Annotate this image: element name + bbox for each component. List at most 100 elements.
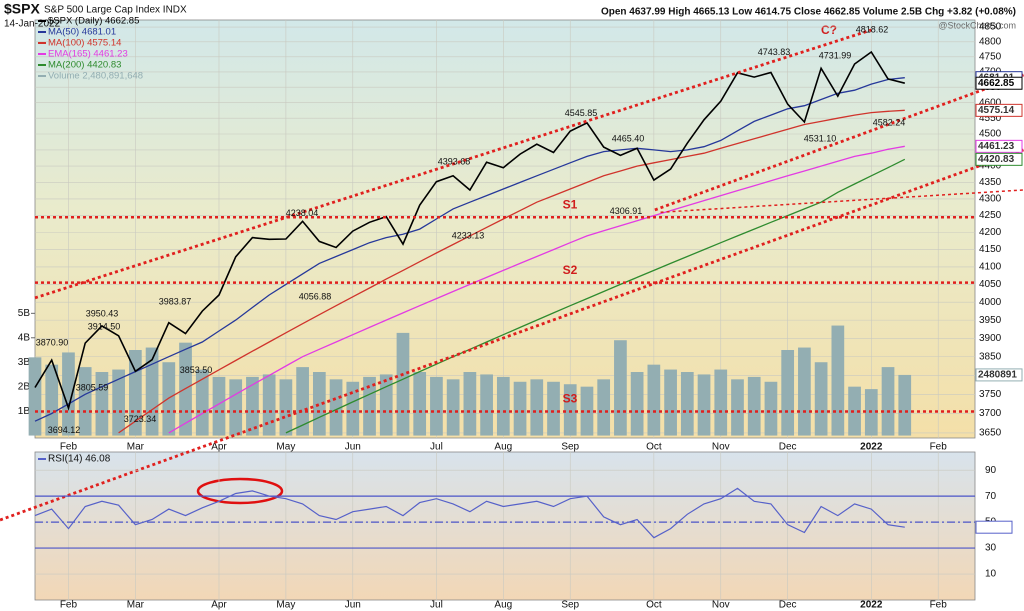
x-tick-label: Mar (127, 442, 145, 453)
price-tag-label: 4662.85 (978, 78, 1015, 89)
volume-bar (195, 369, 209, 436)
price-tag (975, 76, 1023, 90)
volume-bar (597, 379, 611, 436)
volume-bar (496, 376, 510, 436)
legend-label: EMA(165) 4461.23 (48, 49, 128, 60)
price-annotation: 4531.10 (804, 134, 837, 144)
rsi-tick-label: 30 (985, 543, 997, 554)
rsi-line (34, 487, 905, 539)
volume-bar (95, 372, 109, 436)
source: @StockCharts.com (938, 20, 1016, 30)
x-tick-label: Dec (779, 442, 797, 453)
x-tick-label: 2022 (860, 442, 883, 453)
price-annotation: 3870.90 (36, 337, 69, 347)
volume-bar (881, 367, 895, 436)
volume-bar (680, 372, 694, 436)
y-tick-label: 3950 (979, 315, 1002, 326)
volume-bar (413, 372, 427, 436)
legend-label: MA(100) 4575.14 (48, 38, 121, 49)
trendline (0, 148, 1024, 522)
x-tick-label: Nov (712, 442, 730, 453)
volume-bar (814, 362, 828, 436)
rsi-tick-label: 90 (985, 465, 997, 476)
x-tick-label: Nov (712, 600, 730, 611)
volume-bar (312, 372, 326, 436)
x-tick-label: Jun (345, 442, 361, 453)
volume-bar (45, 364, 59, 436)
volume-bar (296, 367, 309, 436)
legend-label: $SPX (Daily) 4662.85 (48, 16, 139, 27)
volume-bar (714, 369, 728, 436)
price-annotation: 4582.24 (873, 118, 906, 128)
support-label: S2 (563, 263, 578, 277)
highlight-ellipse (196, 477, 284, 505)
y-tick-label: 4600 (979, 97, 1002, 108)
rsi-tick-label: 70 (985, 491, 997, 502)
volume-bar (346, 381, 360, 436)
rsi-tick-label: 10 (985, 569, 997, 580)
x-tick-label: Sep (561, 600, 579, 611)
trendline (34, 28, 872, 300)
quote: Open 4637.99 High 4665.13 Low 4614.75 Cl… (601, 7, 1016, 18)
x-tick-label: Aug (494, 442, 512, 453)
price-annotation: 4818.62 (856, 25, 889, 35)
x-tick-label: May (276, 600, 295, 611)
price-annotation: 3853.50 (180, 365, 213, 375)
x-tick-label: Aug (494, 600, 512, 611)
y-tick-label: 4550 (979, 113, 1002, 124)
x-tick-label: Feb (930, 600, 948, 611)
price-annotation: 3723.34 (124, 414, 157, 424)
volume-bar (563, 384, 577, 436)
volume-bar (747, 376, 761, 436)
y2-tick-label: 3B (18, 357, 31, 368)
price-annotation: 3694.12 (48, 425, 81, 435)
x-tick-label: Jul (430, 442, 443, 453)
price-tag-label: 4461.23 (978, 141, 1015, 152)
x-tick-label: May (276, 442, 295, 453)
y-tick-label: 4050 (979, 279, 1002, 290)
price-annotation: 4238.04 (286, 208, 319, 218)
volume-bar (229, 379, 243, 436)
title: $SPX (4, 1, 40, 17)
series-line (34, 77, 905, 422)
volume-bar (363, 376, 376, 436)
y-tick-label: 3700 (979, 408, 1002, 419)
y-tick-label: 4150 (979, 244, 1002, 255)
x-tick-label: Apr (211, 600, 227, 611)
y-tick-label: 4250 (979, 210, 1002, 221)
trendline (660, 189, 1024, 213)
volume-bar (831, 325, 845, 436)
volume-bar (848, 386, 861, 436)
volume-bar (664, 369, 677, 436)
y-tick-label: 4500 (979, 129, 1002, 140)
y-tick-label: 3750 (979, 389, 1002, 400)
price-annotation: 4056.88 (299, 291, 332, 301)
volume-bar (329, 379, 343, 436)
rsi-legend: RSI(14) 46.08 (48, 454, 111, 465)
legend-label: MA(200) 4420.83 (48, 60, 121, 71)
rsi-panel (34, 451, 976, 601)
y-tick-label: 3850 (979, 351, 1002, 362)
volume-bar (480, 374, 493, 436)
price-annotation: 3914.50 (88, 321, 121, 331)
y2-tick-label: 4B (18, 332, 31, 343)
volume-bar (145, 347, 159, 436)
y-tick-label: 3650 (979, 428, 1002, 439)
volume-bar (246, 376, 259, 436)
volume-bar (262, 374, 276, 436)
volume-bar (62, 352, 75, 436)
y-tick-label: 4750 (979, 51, 1002, 62)
y2-tick-label: 2B (18, 381, 31, 392)
y-tick-label: 3900 (979, 333, 1002, 344)
price-annotation: 4545.85 (565, 108, 598, 118)
series-line (118, 109, 905, 434)
price-tag-label: 4575.14 (978, 105, 1015, 116)
x-tick-label: Mar (127, 600, 145, 611)
volume-bar (28, 357, 42, 436)
price-annotation: 4393.68 (438, 157, 471, 167)
x-tick-label: Feb (930, 442, 948, 453)
x-tick-label: Jun (345, 600, 361, 611)
price-annotation: 3983.87 (159, 296, 192, 306)
legend-label: Volume 2,480,891,648 (48, 71, 143, 82)
